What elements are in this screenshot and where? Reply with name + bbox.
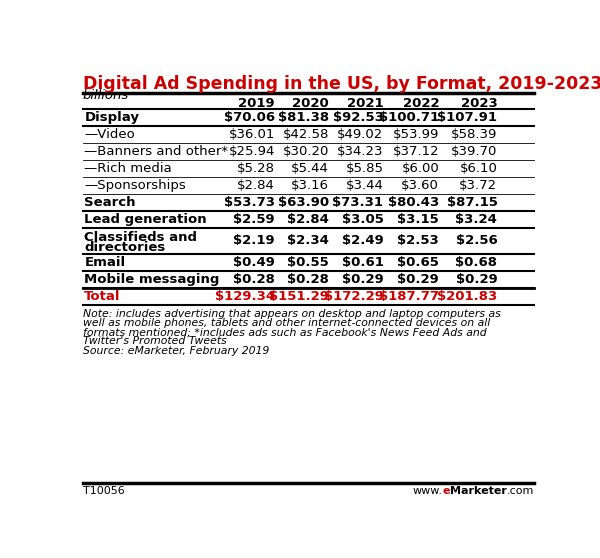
Text: $2.59: $2.59 [233, 213, 275, 226]
Text: Lead generation: Lead generation [84, 213, 207, 226]
Text: $3.16: $3.16 [291, 179, 329, 192]
Text: directories: directories [84, 241, 166, 254]
Text: —Video: —Video [84, 128, 135, 141]
Text: $2.49: $2.49 [342, 234, 383, 248]
Text: $49.02: $49.02 [337, 128, 383, 141]
Text: Marketer: Marketer [449, 486, 506, 496]
Text: $39.70: $39.70 [451, 145, 497, 158]
Text: $58.39: $58.39 [451, 128, 497, 141]
Text: Classifieds and: Classifieds and [84, 231, 197, 244]
Text: $0.65: $0.65 [397, 256, 439, 269]
Text: $37.12: $37.12 [392, 145, 439, 158]
Text: $151.29: $151.29 [269, 290, 329, 303]
Text: $107.91: $107.91 [437, 111, 497, 124]
Text: $0.29: $0.29 [455, 273, 497, 286]
Text: $70.06: $70.06 [224, 111, 275, 124]
Text: Twitter's Promoted Tweets: Twitter's Promoted Tweets [83, 336, 227, 347]
Text: $2.19: $2.19 [233, 234, 275, 248]
Text: Note: includes advertising that appears on desktop and laptop computers as: Note: includes advertising that appears … [83, 309, 500, 319]
Text: $3.44: $3.44 [346, 179, 383, 192]
Text: $0.29: $0.29 [342, 273, 383, 286]
Text: $5.44: $5.44 [292, 162, 329, 175]
Text: Search: Search [84, 196, 136, 209]
Text: $0.61: $0.61 [341, 256, 383, 269]
Text: www.: www. [412, 486, 442, 496]
Text: —Sponsorships: —Sponsorships [84, 179, 186, 192]
Text: 2022: 2022 [403, 97, 439, 110]
Text: Email: Email [84, 256, 125, 269]
Text: $36.01: $36.01 [229, 128, 275, 141]
Text: $5.28: $5.28 [237, 162, 275, 175]
Text: $3.60: $3.60 [401, 179, 439, 192]
Text: $0.29: $0.29 [398, 273, 439, 286]
Text: T10056: T10056 [83, 486, 125, 496]
Text: $129.34: $129.34 [215, 290, 275, 303]
Text: 2021: 2021 [347, 97, 383, 110]
Text: $92.53: $92.53 [332, 111, 383, 124]
Text: $0.55: $0.55 [287, 256, 329, 269]
Text: $2.34: $2.34 [287, 234, 329, 248]
Text: Source: eMarketer, February 2019: Source: eMarketer, February 2019 [83, 346, 269, 355]
Text: $100.71: $100.71 [379, 111, 439, 124]
Text: Mobile messaging: Mobile messaging [84, 273, 220, 286]
Text: $2.84: $2.84 [237, 179, 275, 192]
Text: —Rich media: —Rich media [84, 162, 172, 175]
Text: $0.68: $0.68 [455, 256, 497, 269]
Text: Digital Ad Spending in the US, by Format, 2019-2023: Digital Ad Spending in the US, by Format… [83, 75, 600, 93]
Text: $30.20: $30.20 [283, 145, 329, 158]
Text: formats mentioned; *includes ads such as Facebook's News Feed Ads and: formats mentioned; *includes ads such as… [83, 327, 487, 337]
Text: $63.90: $63.90 [278, 196, 329, 209]
Text: $3.24: $3.24 [455, 213, 497, 226]
Text: $0.28: $0.28 [287, 273, 329, 286]
Text: $2.56: $2.56 [455, 234, 497, 248]
Text: $2.84: $2.84 [287, 213, 329, 226]
Text: —Banners and other*: —Banners and other* [84, 145, 229, 158]
Text: $2.53: $2.53 [398, 234, 439, 248]
Text: billions: billions [83, 89, 129, 102]
Text: $6.00: $6.00 [401, 162, 439, 175]
Text: $42.58: $42.58 [283, 128, 329, 141]
Text: $0.49: $0.49 [233, 256, 275, 269]
Text: $73.31: $73.31 [332, 196, 383, 209]
Text: 2020: 2020 [292, 97, 329, 110]
Text: 2019: 2019 [238, 97, 275, 110]
Text: $53.99: $53.99 [393, 128, 439, 141]
Text: well as mobile phones, tablets and other internet-connected devices on all: well as mobile phones, tablets and other… [83, 318, 490, 328]
Text: Display: Display [84, 111, 139, 124]
Text: $34.23: $34.23 [337, 145, 383, 158]
Text: $187.77: $187.77 [379, 290, 439, 303]
Text: e: e [442, 486, 449, 496]
Text: $87.15: $87.15 [446, 196, 497, 209]
Text: $5.85: $5.85 [346, 162, 383, 175]
Text: $3.72: $3.72 [459, 179, 497, 192]
Text: $81.38: $81.38 [278, 111, 329, 124]
Text: Total: Total [84, 290, 121, 303]
Text: $172.29: $172.29 [323, 290, 383, 303]
Text: 2023: 2023 [461, 97, 497, 110]
Text: $6.10: $6.10 [460, 162, 497, 175]
Text: .com: .com [506, 486, 534, 496]
Text: $80.43: $80.43 [388, 196, 439, 209]
Text: $3.05: $3.05 [341, 213, 383, 226]
Text: $25.94: $25.94 [229, 145, 275, 158]
Text: $0.28: $0.28 [233, 273, 275, 286]
Text: $201.83: $201.83 [437, 290, 497, 303]
Text: $53.73: $53.73 [224, 196, 275, 209]
Text: $3.15: $3.15 [398, 213, 439, 226]
